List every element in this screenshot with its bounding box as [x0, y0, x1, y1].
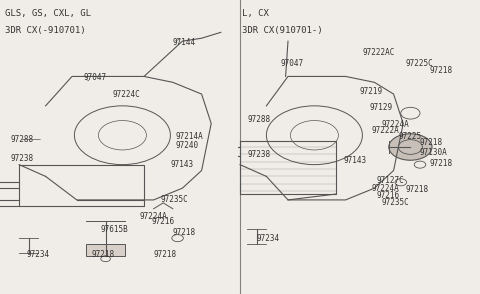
Text: 97238: 97238: [247, 150, 270, 159]
Text: 97224A: 97224A: [139, 212, 167, 220]
Text: 97224A: 97224A: [382, 121, 409, 129]
Text: 97225: 97225: [398, 132, 421, 141]
Text: 97127C: 97127C: [377, 176, 405, 185]
Text: 97225C: 97225C: [406, 59, 433, 68]
Text: 97238: 97238: [11, 154, 34, 163]
Text: L, CX: L, CX: [242, 9, 269, 18]
Text: 97129: 97129: [370, 103, 393, 112]
Text: 97224C: 97224C: [113, 90, 141, 98]
Text: 3DR CX(-910701): 3DR CX(-910701): [5, 26, 85, 36]
Text: 97234: 97234: [257, 234, 280, 243]
Text: 97224A: 97224A: [372, 184, 400, 193]
Text: 97143: 97143: [170, 160, 193, 169]
Text: GLS, GS, CXL, GL: GLS, GS, CXL, GL: [5, 9, 91, 18]
Text: 97240: 97240: [175, 141, 198, 150]
Text: 97218: 97218: [430, 159, 453, 168]
Text: 97288: 97288: [247, 115, 270, 123]
Text: 97214A: 97214A: [175, 132, 203, 141]
Text: 97288: 97288: [11, 135, 34, 144]
Text: 97218: 97218: [154, 250, 177, 259]
Text: 97130A: 97130A: [420, 148, 448, 157]
Text: 97218: 97218: [420, 138, 443, 147]
Text: 97222AC: 97222AC: [362, 49, 395, 57]
Text: 97047: 97047: [84, 74, 107, 82]
Text: 97047: 97047: [281, 59, 304, 68]
Text: 97216: 97216: [377, 191, 400, 200]
Text: 97143: 97143: [343, 156, 366, 165]
Text: 3DR CX(910701-): 3DR CX(910701-): [242, 26, 323, 36]
Text: 97222A: 97222A: [372, 126, 400, 135]
Text: 97234: 97234: [26, 250, 49, 259]
Text: 97235C: 97235C: [382, 198, 409, 207]
Circle shape: [389, 134, 432, 160]
Text: 97216: 97216: [151, 218, 174, 226]
Text: 97615B: 97615B: [101, 225, 129, 234]
Text: 97218: 97218: [406, 185, 429, 194]
Text: 97218: 97218: [430, 66, 453, 75]
Text: 97235C: 97235C: [161, 196, 189, 204]
Bar: [86, 244, 125, 256]
Text: 97144: 97144: [173, 38, 196, 47]
Text: 97219: 97219: [360, 87, 383, 96]
Text: 97218: 97218: [91, 250, 114, 259]
Text: 97218: 97218: [173, 228, 196, 237]
